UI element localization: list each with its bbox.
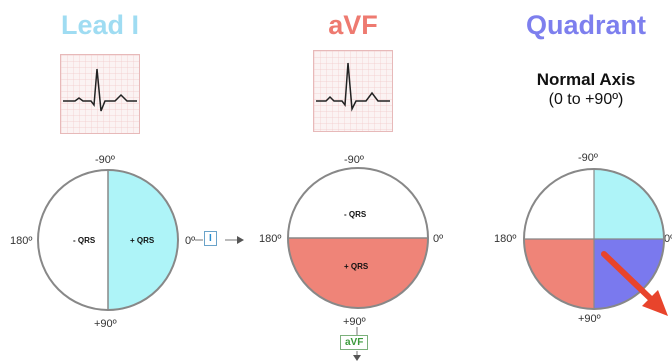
title-quadrant: Quadrant xyxy=(525,10,646,40)
lead-i-top-label: -90º xyxy=(95,154,115,166)
lead-i-neg-qrs: - QRS xyxy=(73,236,96,245)
quadrant-right-label: 0º xyxy=(664,233,672,245)
lead-i-circle xyxy=(37,169,179,311)
quadrant-left-label: 180º xyxy=(494,233,517,245)
title-lead-i: Lead I xyxy=(60,10,140,40)
normal-axis-range: (0 to +90º) xyxy=(548,91,624,108)
ecg-strip-avf-icon xyxy=(313,50,393,132)
avf-pos-qrs: + QRS xyxy=(344,262,369,271)
avf-tag: aVF xyxy=(340,335,369,350)
title-avf: aVF xyxy=(328,10,378,40)
avf-circle xyxy=(287,167,429,309)
avf-top-label: -90º xyxy=(344,154,364,166)
normal-axis-heading: Normal Axis xyxy=(536,70,636,89)
lead-i-right-label: 0º xyxy=(185,235,196,247)
quadrant-bottom-label: +90º xyxy=(578,313,601,325)
lead-i-left-label: 180º xyxy=(10,235,33,247)
lead-i-arrow-icon xyxy=(195,236,244,244)
lead-i-tag: I xyxy=(204,231,217,246)
avf-bottom-label: +90º xyxy=(343,316,366,328)
quadrant-top-label: -90º xyxy=(578,152,598,164)
ecg-strip-lead-i-icon xyxy=(60,54,140,134)
lead-i-pos-qrs: + QRS xyxy=(130,236,155,245)
avf-right-label: 0º xyxy=(433,233,444,245)
avf-neg-qrs: - QRS xyxy=(344,210,367,219)
lead-i-bottom-label: +90º xyxy=(94,318,117,330)
axis-arrow-icon xyxy=(601,251,668,316)
avf-left-label: 180º xyxy=(259,233,282,245)
avf-arrow-icon xyxy=(353,327,361,361)
